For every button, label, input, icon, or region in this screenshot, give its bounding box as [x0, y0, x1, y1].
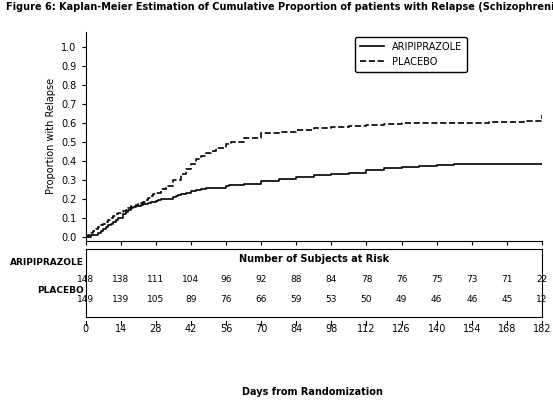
Text: 148: 148 — [77, 275, 94, 284]
Text: 0: 0 — [82, 324, 89, 334]
Text: 168: 168 — [498, 324, 516, 334]
Text: 105: 105 — [147, 295, 165, 304]
Text: 53: 53 — [326, 295, 337, 304]
Line: PLACEBO: PLACEBO — [86, 115, 542, 237]
PLACEBO — [203, 151, 210, 156]
PLACEBO — [107, 215, 114, 220]
Text: 14: 14 — [114, 324, 127, 334]
Text: 46: 46 — [431, 295, 442, 304]
Text: 89: 89 — [185, 295, 197, 304]
Text: 28: 28 — [150, 324, 162, 334]
ARIPIPRAZOLE — [275, 176, 282, 181]
Text: 138: 138 — [112, 275, 129, 284]
Text: 126: 126 — [392, 324, 411, 334]
Y-axis label: Proportion with Relapse: Proportion with Relapse — [46, 78, 56, 194]
ARIPIPRAZOLE — [223, 183, 229, 188]
ARIPIPRAZOLE — [504, 162, 510, 166]
PLACEBO — [130, 203, 137, 208]
PLACEBO — [539, 113, 545, 118]
Text: 46: 46 — [466, 295, 477, 304]
Text: 98: 98 — [325, 324, 337, 334]
Text: Number of Subjects at Risk: Number of Subjects at Risk — [239, 254, 389, 264]
Text: 111: 111 — [147, 275, 165, 284]
Text: 59: 59 — [290, 295, 302, 304]
Text: PLACEBO: PLACEBO — [37, 286, 84, 295]
Text: ARIPIPRAZOLE: ARIPIPRAZOLE — [10, 258, 84, 267]
Text: 76: 76 — [220, 295, 232, 304]
Text: 42: 42 — [185, 324, 197, 334]
Text: Days from Randomization: Days from Randomization — [242, 387, 383, 397]
Text: 49: 49 — [396, 295, 407, 304]
ARIPIPRAZOLE — [380, 165, 387, 170]
Text: 66: 66 — [255, 295, 267, 304]
Text: 149: 149 — [77, 295, 94, 304]
Text: 73: 73 — [466, 275, 477, 284]
ARIPIPRAZOLE — [117, 215, 124, 220]
Text: 12: 12 — [536, 295, 547, 304]
Text: 88: 88 — [290, 275, 302, 284]
Text: 139: 139 — [112, 295, 129, 304]
Text: Figure 6: Kaplan-Meier Estimation of Cumulative Proportion of patients with Rela: Figure 6: Kaplan-Meier Estimation of Cum… — [6, 2, 553, 12]
ARIPIPRAZOLE — [120, 212, 127, 217]
Line: ARIPIPRAZOLE: ARIPIPRAZOLE — [86, 164, 542, 237]
Text: 76: 76 — [396, 275, 408, 284]
Text: 78: 78 — [361, 275, 372, 284]
PLACEBO — [133, 202, 139, 207]
Text: 50: 50 — [361, 295, 372, 304]
Text: 22: 22 — [536, 275, 547, 284]
ARIPIPRAZOLE — [539, 162, 545, 166]
Text: 96: 96 — [220, 275, 232, 284]
Text: 84: 84 — [326, 275, 337, 284]
Text: 140: 140 — [427, 324, 446, 334]
Legend: ARIPIPRAZOLE, PLACEBO: ARIPIPRAZOLE, PLACEBO — [355, 37, 467, 71]
Text: 70: 70 — [255, 324, 267, 334]
Text: 112: 112 — [357, 324, 375, 334]
Text: 45: 45 — [501, 295, 513, 304]
ARIPIPRAZOLE — [451, 162, 457, 166]
PLACEBO — [120, 209, 127, 214]
Text: 182: 182 — [533, 324, 551, 334]
Text: 154: 154 — [462, 324, 481, 334]
Text: 71: 71 — [501, 275, 513, 284]
PLACEBO — [125, 206, 132, 211]
Text: 92: 92 — [255, 275, 267, 284]
Text: 104: 104 — [182, 275, 200, 284]
Text: 56: 56 — [220, 324, 232, 334]
PLACEBO — [82, 235, 89, 239]
Text: 75: 75 — [431, 275, 442, 284]
ARIPIPRAZOLE — [82, 235, 89, 239]
Text: 84: 84 — [290, 324, 302, 334]
